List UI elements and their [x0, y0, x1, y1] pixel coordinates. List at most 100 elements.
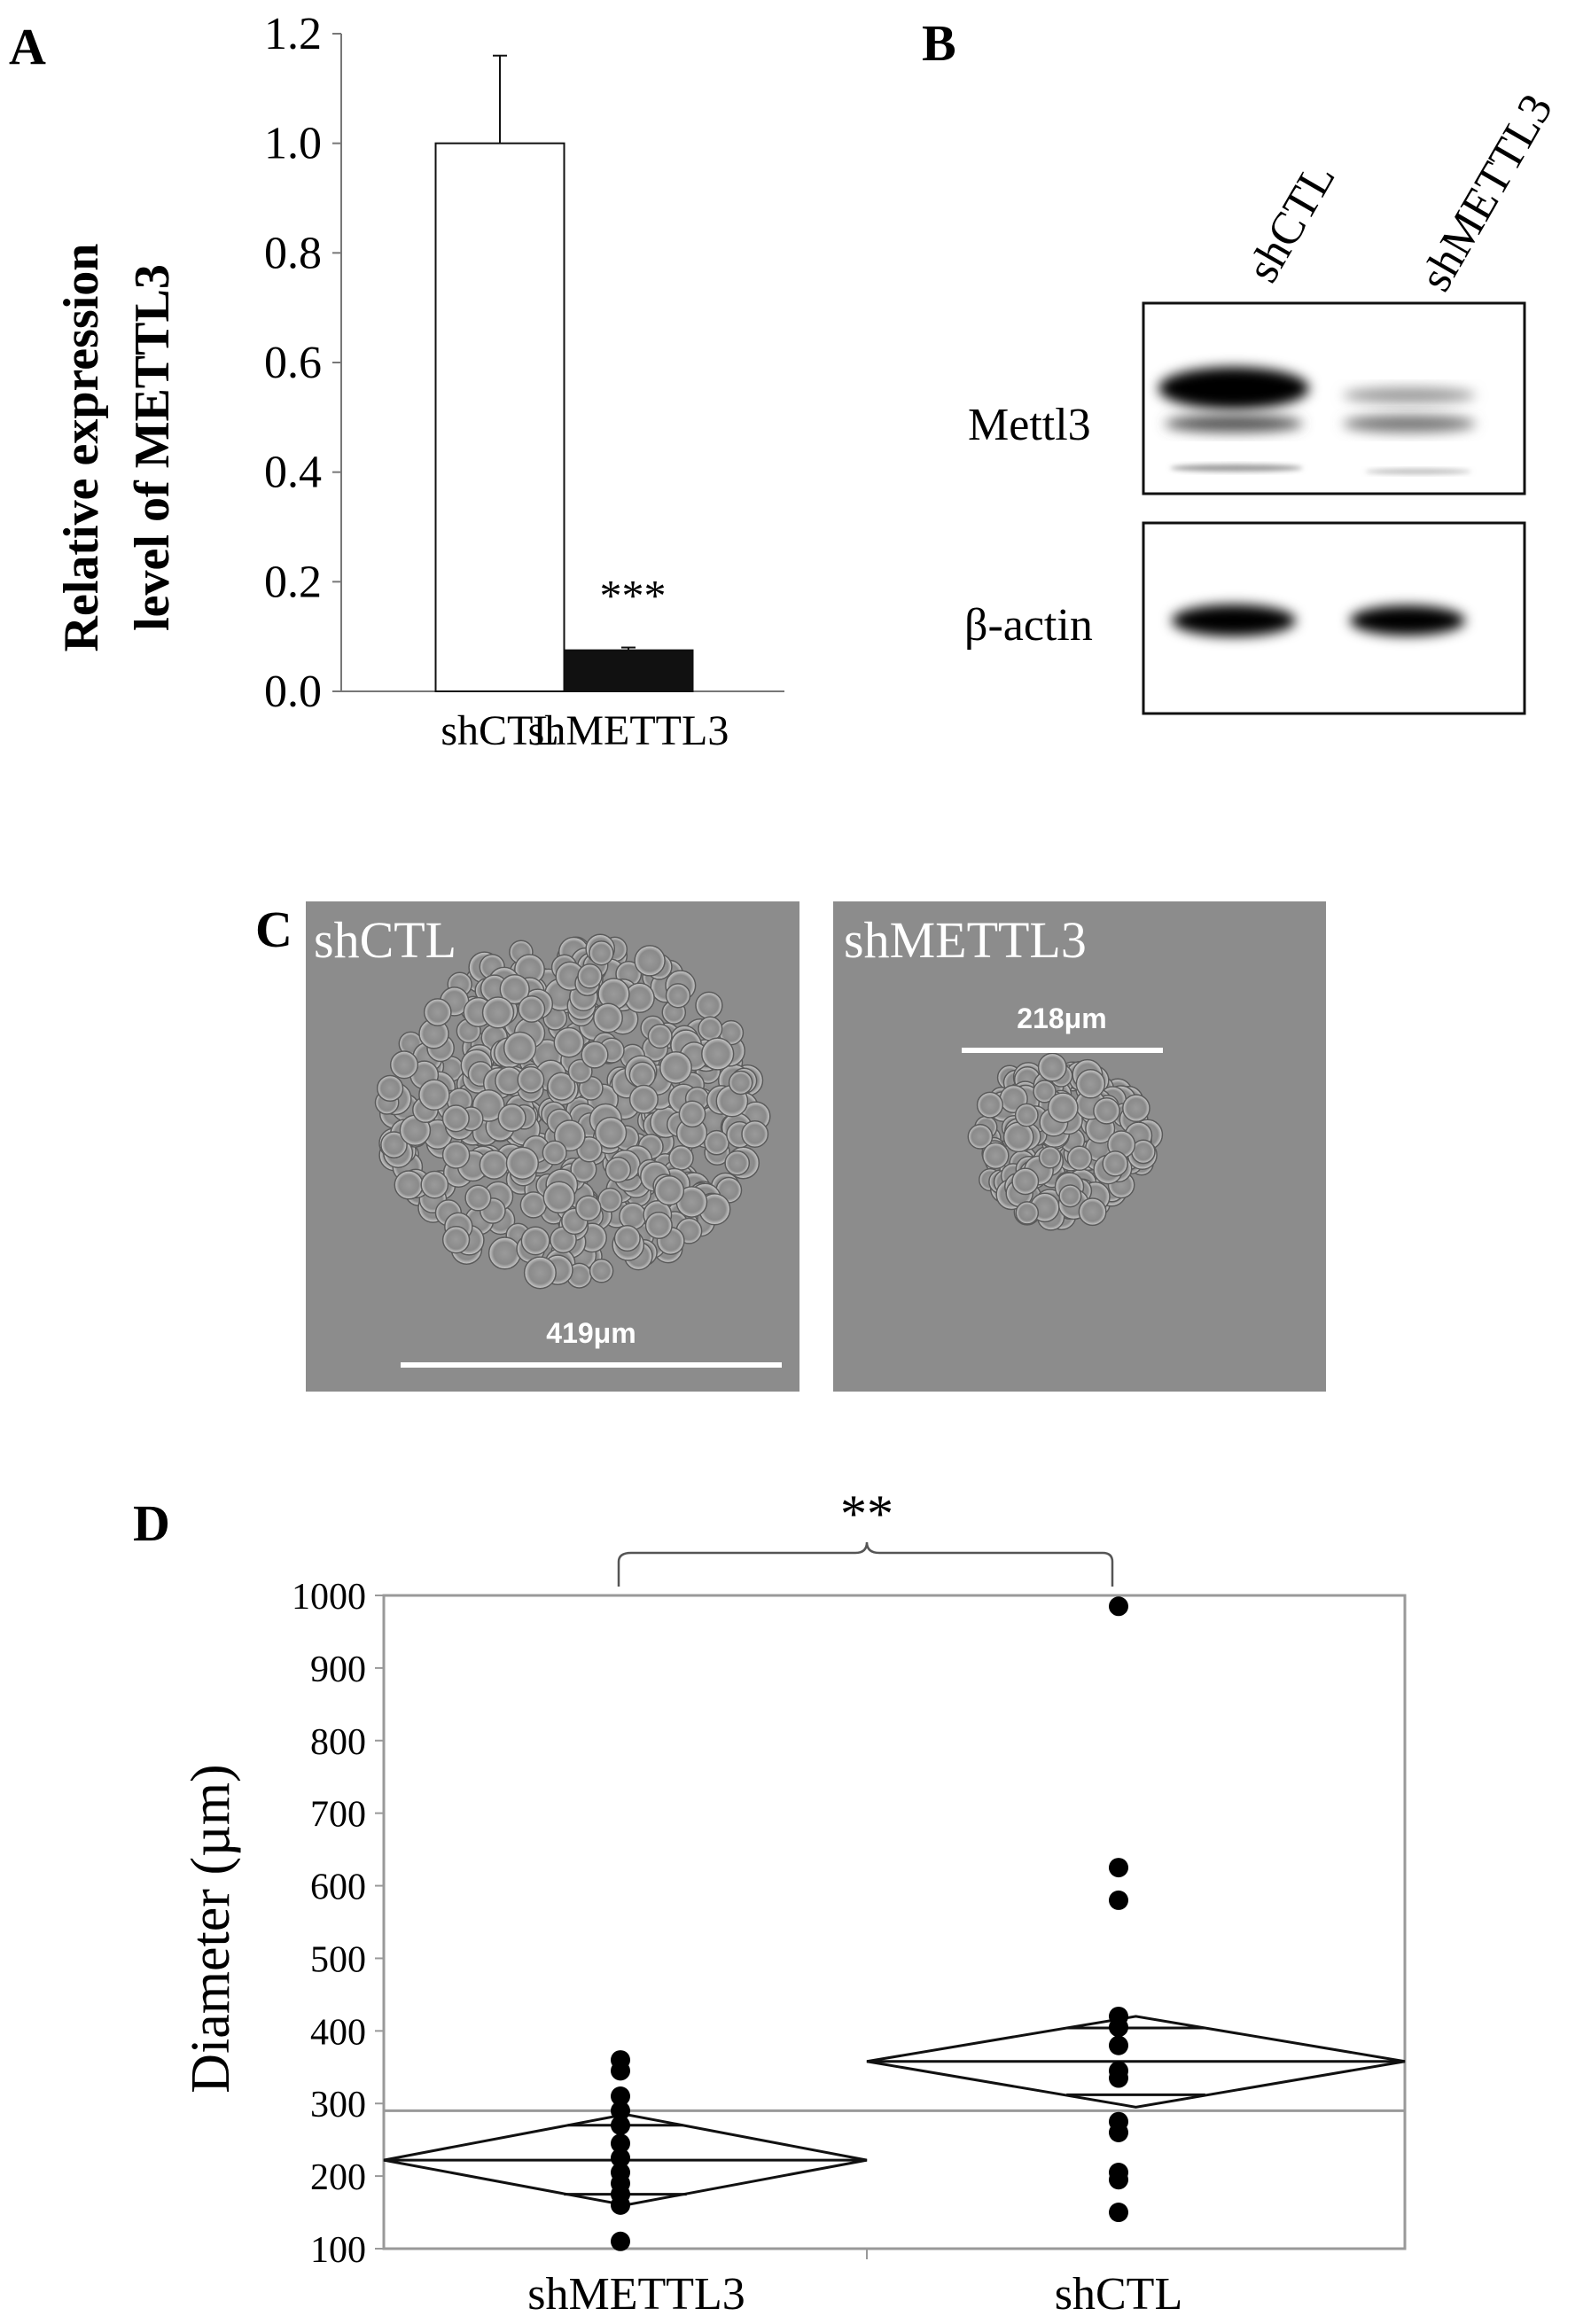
cell: [628, 1084, 659, 1114]
cell: [581, 1041, 609, 1069]
data-point-shmettl3: [611, 2086, 630, 2107]
bar-shmettl3: [563, 649, 694, 692]
category-label-shctl: shCTL: [1055, 2269, 1182, 2320]
panel-a-tick-label: 0.6: [264, 338, 322, 388]
panel-d-tick-label: 300: [310, 2085, 366, 2125]
cell: [665, 983, 691, 1009]
blot-actin-bands: [1172, 604, 1465, 636]
cell: [589, 1259, 614, 1283]
panel-d-tick-label: 100: [310, 2230, 366, 2271]
cell: [1033, 1080, 1057, 1104]
panel-a-tick-label: 0.2: [264, 557, 322, 607]
panel-d-tick-label: 600: [310, 1868, 366, 1908]
panel-d-frame: [382, 1594, 1407, 2250]
panel-d-tick-label: 1000: [292, 1577, 366, 1618]
panel-a-tick-label: 0.0: [264, 667, 322, 717]
cell: [704, 1129, 729, 1156]
cell: [577, 963, 603, 989]
panel-c: C shCTL 419μm shMETTL3 218μm: [255, 901, 1326, 1392]
panel-d-tick-labels: 100 200 300 400 500 600 700 800 900 1000: [292, 1577, 366, 2271]
cell: [503, 1031, 537, 1065]
panel-d-tick-label: 400: [310, 2012, 366, 2053]
panel-d-tick-label: 500: [310, 1939, 366, 1980]
cell: [481, 996, 515, 1029]
significance-marker: ***: [600, 571, 667, 620]
panel-d-category-labels: shMETTL3 shCTL: [527, 2269, 1182, 2320]
cell: [698, 1016, 723, 1041]
category-label-shctl: shCTL: [441, 707, 558, 754]
band-mettl3-shmettl3-faint: [1365, 469, 1471, 474]
cell: [575, 1195, 602, 1221]
cell: [376, 1074, 404, 1103]
cell: [724, 1150, 751, 1176]
cell: [517, 1065, 545, 1094]
cell: [423, 998, 452, 1026]
cell: [479, 1150, 510, 1180]
micrograph-label-shctl: shCTL: [314, 911, 456, 969]
cell: [659, 1051, 692, 1084]
panel-d-significance: **: [617, 1485, 1114, 1587]
bar-shctl: [434, 142, 565, 692]
cell: [464, 1184, 492, 1212]
cell: [647, 1024, 673, 1049]
panel-a-ylabel-line2: level of METTL3: [125, 264, 180, 631]
panel-a-tick-label: 0.4: [264, 448, 322, 498]
cell: [418, 1079, 450, 1111]
band-mettl3-shmettl3-upper: [1343, 387, 1476, 403]
cell: [1078, 1197, 1107, 1227]
category-label-shmettl3: shMETTL3: [527, 2269, 745, 2320]
panel-d-ylabel: Diameter (µm): [181, 1764, 241, 2093]
data-point-shmettl3: [611, 2195, 630, 2215]
panel-d: D Diameter (µm) 100 200 300 400 500 600 700 800…: [133, 1485, 1407, 2320]
panel-d-tick-label: 800: [310, 1722, 366, 1763]
significance-bracket: [617, 1541, 1114, 1587]
scale-text-shctl: 419μm: [546, 1317, 636, 1349]
cell: [1093, 1096, 1120, 1125]
cell: [634, 945, 666, 977]
panel-d-mean-diamonds: [383, 2015, 1406, 2207]
panel-a-tick-label: 1.2: [264, 9, 322, 59]
band-label-actin: β-actin: [964, 600, 1093, 651]
data-point-shctl: [1109, 2017, 1128, 2038]
band-actin-shmettl3: [1350, 605, 1465, 636]
blot-mettl3-bands: [1158, 367, 1476, 474]
cell: [499, 973, 530, 1005]
panel-label-d: D: [133, 1494, 170, 1552]
panel-a: A Relative expression level of METTL3 **…: [9, 9, 784, 754]
scale-text-shmettl3: 218μm: [1017, 1002, 1106, 1034]
band-label-mettl3: Mettl3: [968, 400, 1091, 450]
cell: [394, 1170, 424, 1200]
cell: [497, 1103, 526, 1133]
data-point-shctl: [1109, 2035, 1128, 2055]
panel-label-a: A: [9, 18, 46, 75]
panel-label-b: B: [922, 14, 956, 72]
cell: [1102, 1150, 1128, 1177]
band-mettl3-shmettl3-lower: [1343, 415, 1476, 433]
cell: [604, 1156, 632, 1183]
cell: [518, 994, 546, 1023]
cell: [1058, 1184, 1082, 1208]
cell: [982, 1142, 1010, 1170]
panel-a-tick-labels: 0.0 0.2 0.4 0.6 0.8 1.0 1.2: [264, 9, 322, 717]
cell: [441, 1141, 471, 1169]
data-point-shctl: [1109, 2203, 1128, 2223]
cell: [613, 1225, 641, 1252]
cell: [628, 1061, 656, 1088]
cell: [519, 1191, 548, 1219]
cell: [1066, 1145, 1093, 1172]
micrograph-label-shmettl3: shMETTL3: [844, 911, 1087, 969]
data-point-shmettl3: [611, 2061, 630, 2081]
panel-d-tick-label: 700: [310, 1795, 366, 1836]
cell: [1037, 1052, 1067, 1082]
cell: [728, 1070, 753, 1096]
data-point-shctl: [1109, 2068, 1128, 2088]
cell: [553, 1026, 585, 1058]
cell: [389, 1050, 419, 1080]
cell: [654, 1175, 685, 1206]
band-actin-shctl: [1172, 604, 1296, 636]
cell: [1014, 1103, 1039, 1127]
cell: [487, 1236, 522, 1270]
data-point-shctl: [1109, 1890, 1128, 1910]
